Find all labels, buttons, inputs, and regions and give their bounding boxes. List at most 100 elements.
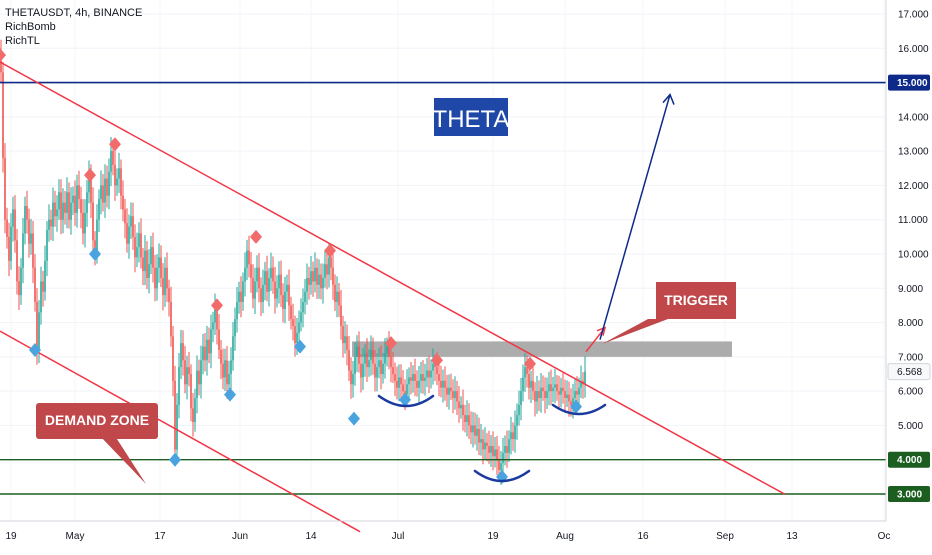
candle-body — [572, 398, 574, 405]
level-price-label: 3.000 — [897, 490, 922, 501]
level-price-tag — [888, 74, 930, 91]
candle-body — [34, 267, 36, 302]
candle-body — [136, 247, 138, 258]
candle-body — [432, 363, 434, 371]
candle-body — [500, 463, 502, 470]
candle-body — [244, 267, 246, 282]
candle-body — [520, 391, 522, 405]
candle-body — [8, 236, 10, 261]
candle-body — [238, 291, 240, 302]
candle-body — [262, 284, 264, 302]
candle-body — [258, 267, 260, 289]
candle-body — [392, 367, 394, 374]
candle-body — [248, 250, 250, 265]
candle-body — [496, 449, 498, 460]
candle-body — [18, 281, 20, 296]
candle-body — [386, 346, 388, 354]
candle-body — [154, 267, 156, 289]
candle-body — [376, 367, 378, 378]
candle-body — [556, 384, 558, 392]
candle-body — [176, 404, 178, 450]
candle-body — [158, 257, 160, 268]
candle-body — [108, 171, 110, 196]
candle-body — [562, 387, 564, 392]
candle-body — [476, 428, 478, 436]
candle-body — [78, 185, 80, 200]
candle-body — [170, 302, 172, 337]
candle-body — [202, 346, 204, 361]
x-tick-label: Jun — [232, 531, 248, 542]
candle-body — [294, 326, 296, 344]
candle-body — [402, 384, 404, 392]
top-marker — [431, 353, 443, 368]
candle-body — [398, 377, 400, 388]
candle-body — [168, 288, 170, 302]
candle-body — [456, 391, 458, 402]
last-price-tag — [887, 363, 931, 381]
candle-body — [482, 439, 484, 450]
candle-body — [290, 305, 292, 320]
candle-body — [536, 391, 538, 402]
candle-body — [224, 360, 226, 378]
candle-body — [264, 271, 266, 285]
candle-body — [308, 278, 310, 285]
candle-body — [566, 394, 568, 398]
candle-body — [234, 319, 236, 337]
candle-body — [544, 391, 546, 398]
candle-body — [466, 415, 468, 422]
candle-body — [304, 291, 306, 302]
x-tick-label: Sep — [716, 531, 734, 542]
candle-body — [250, 264, 252, 278]
candle-body — [400, 377, 402, 385]
candle-body — [368, 360, 370, 368]
candle-body — [208, 339, 210, 354]
candle-body — [194, 398, 196, 422]
candle-body — [54, 202, 56, 217]
candle-body — [340, 305, 342, 326]
candle-body — [462, 404, 464, 416]
level-price-label: 4.000 — [897, 455, 922, 466]
y-tick-label: 8.000 — [898, 318, 923, 329]
trigger-box — [656, 282, 736, 319]
candle-body — [164, 267, 166, 296]
candle-body — [554, 384, 556, 388]
candle-body — [116, 178, 118, 186]
candle-body — [516, 415, 518, 426]
candle-body — [124, 209, 126, 224]
candle-body — [508, 439, 510, 453]
candle-body — [550, 384, 552, 392]
candle-body — [574, 391, 576, 398]
candle-body — [338, 291, 340, 306]
candle-body — [198, 370, 200, 385]
candle-body — [346, 336, 348, 350]
candle-body — [358, 346, 360, 364]
candle-body — [114, 164, 116, 186]
candle-body — [240, 291, 242, 302]
candle-body — [252, 278, 254, 299]
candle-body — [364, 353, 366, 364]
candle-body — [196, 370, 198, 398]
candle-body — [538, 391, 540, 398]
candle-body — [20, 267, 22, 296]
candle-body — [348, 350, 350, 371]
candle-body — [68, 192, 70, 220]
candle-body — [282, 295, 284, 309]
candle-body — [212, 322, 214, 330]
bottom-marker — [399, 392, 411, 407]
bottom-marker — [169, 452, 181, 467]
candle-body — [286, 284, 288, 292]
candle-body — [246, 250, 248, 268]
candle-body — [492, 446, 494, 457]
candle-body — [70, 202, 72, 220]
candle-body — [436, 367, 438, 374]
candle-body — [16, 240, 18, 282]
level-price-tag — [888, 486, 930, 502]
candle-body — [310, 271, 312, 285]
candle-body — [288, 284, 290, 306]
candle-body — [430, 370, 432, 378]
target-arrow-line — [599, 94, 671, 340]
candle-body — [324, 264, 326, 278]
candle-body — [60, 192, 62, 220]
